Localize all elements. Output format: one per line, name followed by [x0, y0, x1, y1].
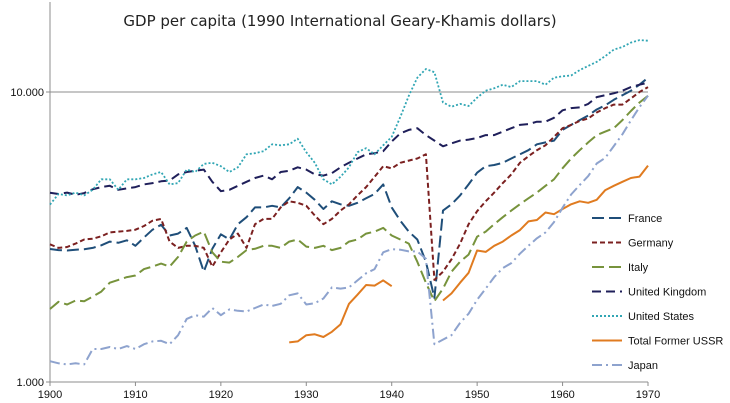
series-line-japan: [49, 95, 649, 366]
chart-title: GDP per capita (1990 International Geary…: [123, 12, 556, 30]
legend-label: Japan: [628, 360, 658, 372]
legend-item-united-states: United States: [592, 311, 695, 323]
legend-item-france: France: [592, 213, 662, 225]
legend-item-germany: Germany: [592, 238, 674, 250]
legend-label: United States: [628, 311, 695, 323]
series-line-italy: [49, 95, 649, 310]
series-line-germany: [49, 86, 649, 281]
y-tick-label: 10.000: [10, 87, 44, 99]
x-tick-label: 1900: [38, 389, 62, 401]
legend-label: Italy: [628, 262, 649, 274]
series-lines: [49, 39, 649, 366]
x-tick-label: 1920: [209, 389, 233, 401]
legend-label: France: [628, 213, 662, 225]
legend-item-japan: Japan: [592, 360, 658, 372]
x-tick-label: 1930: [294, 389, 318, 401]
series-line-france: [49, 76, 649, 299]
y-tick-label: 1.000: [16, 377, 44, 389]
series-line-total-former-ussr: [289, 164, 649, 344]
legend: France Germany Italy United Kingdom United S…: [592, 213, 723, 372]
x-tick-label: 1940: [379, 389, 403, 401]
legend-label: Germany: [628, 238, 674, 250]
x-tick-label: 1910: [123, 389, 147, 401]
legend-label: Total Former USSR: [628, 336, 723, 348]
legend-item-total-former-ussr: Total Former USSR: [592, 336, 723, 348]
legend-label: United Kingdom: [628, 287, 706, 299]
x-tick-label: 1960: [550, 389, 574, 401]
legend-item-united-kingdom: United Kingdom: [592, 287, 706, 299]
x-tick-label: 1970: [636, 389, 660, 401]
x-tick-label: 1950: [465, 389, 489, 401]
axes: 1.000 10.000 1900 1910 1920 1930 1940 1950 1960 1…: [10, 2, 660, 401]
series-line-united-states: [49, 39, 649, 206]
series-line-united-kingdom: [49, 81, 649, 196]
legend-item-italy: Italy: [592, 262, 649, 274]
